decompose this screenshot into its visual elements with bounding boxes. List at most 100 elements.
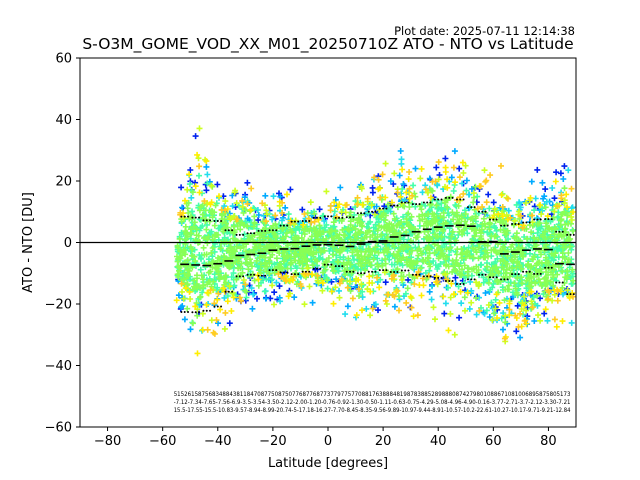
std-lower-marker: [231, 290, 234, 293]
std-lower-marker: [371, 270, 374, 273]
std-lower-marker: [511, 273, 514, 276]
std-lower-marker: [198, 311, 201, 314]
std-upper-marker: [242, 233, 245, 236]
std-upper-marker: [312, 216, 315, 219]
stats-medians-row: -7.12-7.34-7.65-7.56-6.9-3.5-3.54-3.50-2…: [174, 399, 571, 406]
bin-statistics: 5152615875683488438118470877508750776877…: [174, 391, 571, 414]
std-upper-marker: [569, 233, 572, 236]
std-upper-marker: [209, 219, 212, 222]
std-upper-marker: [330, 215, 333, 218]
std-upper-marker: [528, 221, 531, 224]
x-axis-label: Latitude [degrees]: [268, 456, 388, 471]
std-lower-marker: [385, 269, 388, 272]
std-upper-marker: [220, 219, 223, 222]
x-tick-label: −60: [149, 434, 176, 449]
x-tick-label: 20: [375, 434, 392, 449]
median-markers: [180, 224, 575, 267]
std-lower-marker: [290, 273, 293, 276]
std-lower-marker: [569, 293, 572, 296]
std-upper-marker: [249, 232, 252, 235]
std-lower-marker: [224, 290, 227, 293]
std-lower-marker: [191, 311, 194, 314]
std-lower-marker: [429, 275, 432, 278]
std-upper-marker: [238, 233, 241, 236]
std-upper-marker: [205, 219, 208, 222]
std-lower-marker: [433, 276, 436, 279]
y-tick-label: 60: [55, 52, 72, 67]
std-lower-marker: [304, 270, 307, 273]
std-lower-marker: [566, 293, 569, 296]
std-lower-marker: [407, 269, 410, 272]
std-upper-marker: [213, 219, 216, 222]
std-lower-marker: [341, 265, 344, 268]
std-upper-marker: [558, 230, 561, 233]
std-upper-marker: [517, 223, 520, 226]
std-lower-marker: [301, 270, 304, 273]
std-lower-marker: [315, 267, 318, 270]
std-upper-marker: [191, 216, 194, 219]
std-lower-marker: [481, 273, 484, 276]
std-lower-marker: [268, 269, 271, 272]
std-lower-marker: [466, 278, 469, 281]
stats-counts-row: 5152615875683488438118470877508750776877…: [174, 391, 571, 398]
std-upper-marker: [385, 207, 388, 210]
std-lower-marker: [506, 278, 509, 281]
std-upper-marker: [378, 207, 381, 210]
std-lower-marker: [308, 270, 311, 273]
std-lower-marker: [227, 290, 230, 293]
scatter-series-6: [179, 125, 575, 345]
std-upper-marker: [411, 203, 414, 206]
std-lower-marker: [500, 278, 503, 281]
std-upper-marker: [455, 198, 458, 201]
std-lower-marker: [257, 274, 260, 277]
std-lower-marker: [522, 270, 525, 273]
std-lower-marker: [327, 263, 329, 266]
std-upper-marker: [533, 218, 536, 221]
std-upper-marker: [246, 232, 249, 235]
std-upper-marker: [235, 233, 238, 236]
std-lower-marker: [426, 275, 429, 278]
std-upper-marker: [271, 229, 274, 232]
std-upper-marker: [183, 215, 186, 218]
std-lower-marker: [451, 279, 454, 282]
std-lower-marker: [213, 305, 216, 308]
std-lower-marker: [393, 271, 396, 274]
std-upper-marker: [198, 216, 201, 219]
std-upper-marker: [426, 201, 429, 204]
std-upper-marker: [415, 203, 418, 206]
std-lower-marker: [555, 281, 558, 284]
x-tick-label: 60: [485, 434, 502, 449]
std-upper-marker: [407, 201, 410, 204]
std-lower-marker: [275, 269, 278, 272]
std-lower-marker: [437, 276, 440, 279]
std-upper-marker: [301, 219, 304, 222]
std-upper-marker: [561, 230, 564, 233]
std-upper-marker: [187, 215, 190, 218]
std-lower-marker: [356, 272, 359, 275]
std-upper-marker: [334, 216, 337, 219]
std-upper-marker: [522, 221, 525, 224]
std-lower-marker: [202, 309, 205, 312]
std-upper-marker: [275, 229, 278, 232]
std-lower-marker: [525, 270, 528, 273]
std-lower-marker: [470, 278, 473, 281]
std-upper-marker: [511, 223, 514, 226]
std-upper-marker: [404, 201, 407, 204]
std-lower-marker: [349, 270, 352, 273]
std-lower-marker: [209, 309, 212, 312]
std-lower-marker: [544, 266, 547, 269]
std-lower-marker: [378, 269, 381, 272]
std-lower-marker: [297, 273, 300, 276]
std-lower-marker: [271, 269, 274, 272]
std-lower-marker: [533, 272, 536, 275]
std-upper-marker: [470, 206, 473, 209]
std-lower-marker: [495, 276, 498, 279]
x-tick-label: 40: [430, 434, 447, 449]
std-lower-marker: [455, 283, 458, 286]
std-lower-marker: [360, 272, 363, 275]
std-lower-marker: [528, 270, 531, 273]
std-upper-marker: [506, 224, 509, 227]
std-lower-marker: [279, 271, 282, 274]
std-upper-marker: [536, 218, 539, 221]
std-upper-marker: [544, 218, 547, 221]
